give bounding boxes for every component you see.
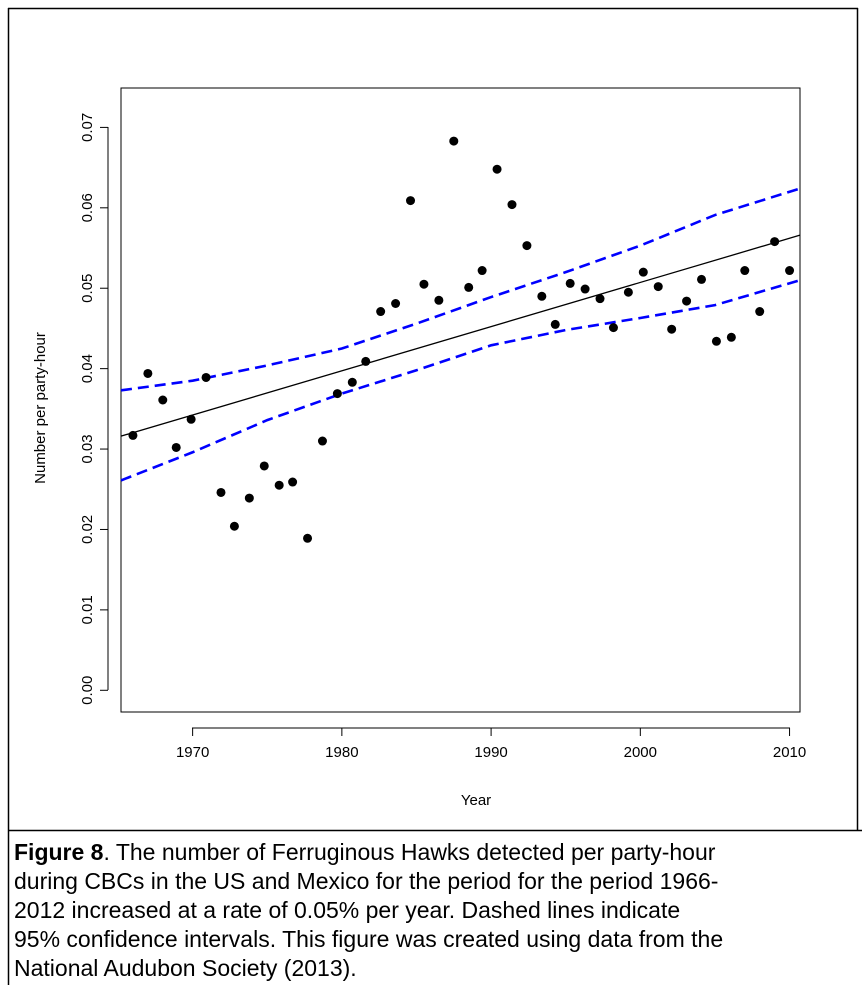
data-point (244, 493, 254, 503)
data-point (638, 267, 648, 277)
caption-label: Figure 8 (14, 839, 104, 865)
data-point (332, 389, 342, 399)
data-point (608, 323, 618, 333)
caption-text: . The number of Ferruginous Hawks detect… (103, 839, 715, 865)
data-point (726, 332, 736, 342)
y-tick-label: 0.03 (79, 434, 96, 463)
plot-box (120, 87, 801, 713)
caption-line: during CBCs in the US and Mexico for the… (14, 868, 718, 894)
data-point (274, 480, 284, 490)
data-point (785, 266, 795, 276)
x-tick-label: 2000 (624, 744, 657, 761)
data-point (288, 477, 298, 487)
x-tick-label: 1970 (176, 744, 209, 761)
data-point (171, 442, 181, 452)
data-point (522, 241, 532, 251)
caption-line: 2012 increased at a rate of 0.05% per ye… (14, 897, 680, 923)
y-axis-title: Number per party-hour (32, 332, 49, 484)
trend-line (120, 234, 801, 437)
data-point (419, 279, 429, 289)
y-tick-label: 0.07 (79, 113, 96, 142)
data-point (507, 200, 517, 210)
data-point (477, 266, 487, 276)
lower-ci-line (120, 278, 801, 482)
caption-line: Figure 8. The number of Ferruginous Hawk… (14, 839, 716, 865)
data-point (143, 368, 153, 378)
data-point (216, 487, 226, 497)
data-point (347, 377, 357, 387)
data-point (595, 294, 605, 304)
data-point (449, 136, 459, 146)
data-point (391, 299, 401, 309)
data-point (653, 282, 663, 292)
x-axis-title: Year (461, 792, 491, 809)
data-point (711, 336, 721, 346)
y-tick-label: 0.01 (79, 595, 96, 624)
y-tick-label: 0.05 (79, 274, 96, 303)
caption-line: 95% confidence intervals. This figure wa… (14, 926, 723, 952)
data-point (697, 274, 707, 284)
caption-line: National Audubon Society (2013). (14, 955, 357, 981)
data-point (406, 196, 416, 206)
data-point (682, 296, 692, 306)
upper-ci-line (120, 187, 801, 392)
data-point (464, 282, 474, 292)
x-tick-label: 1990 (474, 744, 507, 761)
x-tick-label: 2010 (773, 744, 806, 761)
y-tick-label: 0.02 (79, 515, 96, 544)
y-tick-label: 0.00 (79, 676, 96, 705)
data-point (186, 414, 196, 424)
data-point (229, 521, 239, 531)
data-point (667, 324, 677, 334)
data-point (434, 295, 444, 305)
data-point (259, 461, 269, 471)
data-point (550, 319, 560, 329)
data-point (361, 356, 371, 366)
data-point (755, 307, 765, 317)
data-point (303, 533, 313, 543)
data-point (492, 164, 502, 174)
data-point (201, 372, 211, 382)
data-point (770, 237, 780, 247)
data-point (565, 278, 575, 288)
y-tick-label: 0.06 (79, 193, 96, 222)
data-point (376, 307, 386, 317)
x-tick-label: 1980 (325, 744, 358, 761)
data-point (158, 395, 168, 405)
data-point (317, 436, 327, 446)
data-point (580, 284, 590, 294)
data-point (128, 430, 138, 440)
data-point (623, 287, 633, 297)
y-tick-label: 0.04 (79, 354, 96, 383)
data-point (740, 266, 750, 276)
data-point (537, 291, 547, 301)
